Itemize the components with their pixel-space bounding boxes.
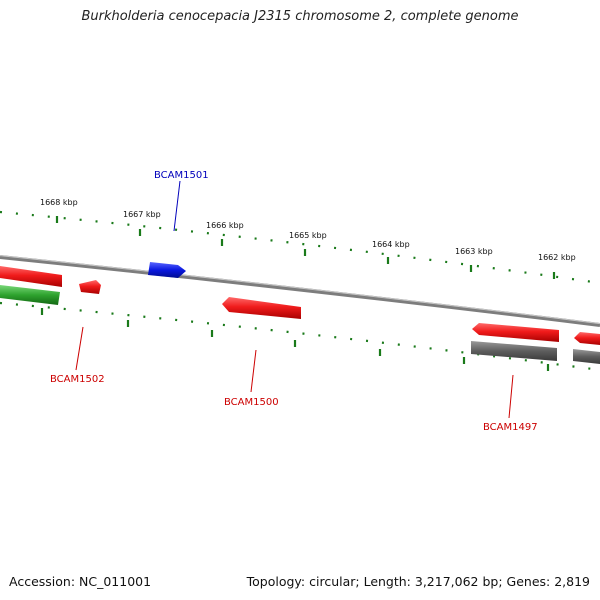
feature-gray (471, 341, 557, 361)
map-title: Burkholderia cenocepacia J2315 chromosom… (81, 9, 519, 24)
tick-label-1662: 1662 kbp (538, 253, 576, 262)
gene-bcam1497[interactable] (472, 323, 559, 342)
genome-summary-text: Topology: circular; Length: 3,217,062 bp… (246, 574, 590, 589)
tick-label-1666: 1666 kbp (206, 221, 244, 230)
leader-bcam1501 (173, 180, 181, 232)
tick-label-1667: 1667 kbp (123, 210, 161, 219)
tick-label-1663: 1663 kbp (455, 247, 493, 256)
leader-bcam1500 (250, 349, 257, 393)
leader-bcam1502 (75, 326, 84, 371)
inner-major-ticks (40, 308, 550, 371)
tick-label-1665: 1665 kbp (289, 231, 327, 240)
tick-label-1664: 1664 kbp (372, 240, 410, 249)
gene-label-bcam1500[interactable]: BCAM1500 (224, 397, 279, 408)
leader-bcam1497 (508, 374, 514, 419)
gene-bcam1500[interactable] (222, 297, 301, 319)
feature-gray-right (573, 349, 600, 364)
gene-label-bcam1497[interactable]: BCAM1497 (483, 422, 538, 433)
tick-label-1668: 1668 kbp (40, 198, 78, 207)
gene-label-bcam1502[interactable]: BCAM1502 (50, 374, 105, 385)
accession-text: Accession: NC_011001 (9, 574, 152, 589)
outer-tick-track (0, 210, 600, 285)
gene-bcam1502[interactable] (79, 280, 101, 294)
feature-left-green (0, 285, 60, 305)
gene-label-bcam1501[interactable]: BCAM1501 (154, 170, 209, 181)
gene-right-red[interactable] (574, 332, 600, 345)
major-ticks (55, 216, 556, 279)
chromosome-backbone (0, 255, 600, 327)
gene-bcam1501[interactable] (148, 262, 186, 278)
gene-left-red[interactable] (0, 266, 62, 287)
